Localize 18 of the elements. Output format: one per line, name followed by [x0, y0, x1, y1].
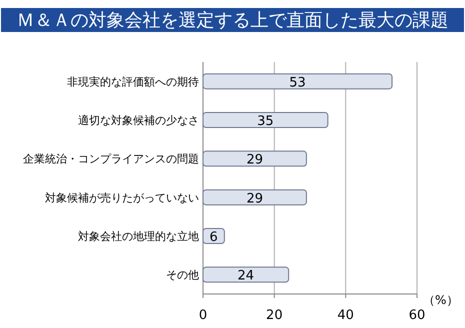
y-tick-label: 対象会社の地理的な立地 [78, 230, 199, 243]
x-tick-label: 60 [408, 308, 426, 323]
data-label: 24 [238, 268, 254, 284]
y-tick-label: 適切な対象候補の少なさ [78, 114, 199, 127]
x-tick-label: 40 [337, 308, 354, 323]
data-label: 35 [257, 114, 274, 129]
data-label: 6 [210, 230, 218, 245]
y-tick-label: 非現実的な評価額への期待 [67, 75, 199, 88]
x-tick-label: 20 [266, 308, 283, 323]
y-tick-label: 企業統治・コンプライアンスの問題 [23, 152, 199, 166]
x-axis-title: （%） [423, 293, 458, 307]
chart-title: Ｍ＆Ａの対象会社を選定する上で直面した最大の課題 [16, 10, 448, 31]
data-label: 53 [289, 75, 306, 90]
data-label: 29 [246, 152, 263, 168]
x-tick-label: 0 [198, 308, 208, 323]
y-tick-label: 対象候補が売りたがっていない [45, 191, 199, 204]
data-label: 29 [246, 191, 263, 206]
y-tick-label: その他 [166, 268, 199, 282]
